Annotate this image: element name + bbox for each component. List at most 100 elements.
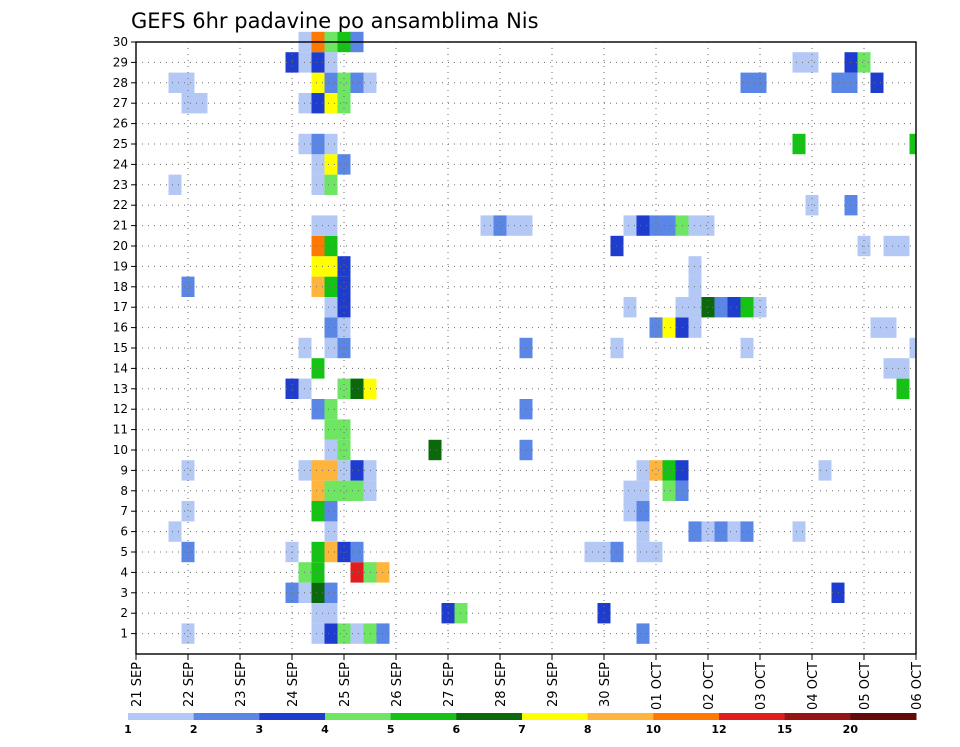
heatmap-cell bbox=[870, 317, 884, 338]
y-tick-label: 19 bbox=[113, 259, 128, 273]
heatmap-cell bbox=[714, 297, 728, 318]
heatmap-cell bbox=[506, 215, 520, 236]
heatmap-cell bbox=[662, 460, 676, 481]
legend-label: 15 bbox=[777, 723, 792, 736]
heatmap-cell bbox=[740, 521, 754, 542]
x-tick-label: 25 SEP bbox=[338, 662, 353, 707]
heatmap-cell bbox=[636, 623, 650, 644]
heatmap-cell bbox=[324, 276, 338, 297]
heatmap-cell bbox=[740, 297, 754, 318]
heatmap-cell bbox=[311, 235, 325, 257]
heatmap-cell bbox=[350, 623, 364, 644]
y-tick-label: 10 bbox=[113, 443, 128, 457]
heatmap-cell bbox=[740, 337, 754, 359]
legend-label: 8 bbox=[584, 723, 592, 736]
heatmap-cell bbox=[324, 603, 338, 624]
heatmap-cell bbox=[324, 297, 338, 318]
heatmap-cell bbox=[324, 174, 338, 195]
legend-swatch bbox=[259, 713, 326, 720]
heatmap-cell bbox=[311, 603, 325, 624]
heatmap-cell bbox=[623, 501, 637, 522]
heatmap-cell bbox=[168, 72, 182, 93]
y-tick-label: 22 bbox=[113, 198, 128, 212]
y-tick-label: 4 bbox=[120, 565, 128, 579]
y-tick-label: 18 bbox=[113, 280, 128, 294]
heatmap-cell bbox=[181, 276, 195, 297]
heatmap-cell bbox=[636, 480, 650, 501]
heatmap-cell bbox=[181, 501, 195, 522]
heatmap-cell bbox=[337, 154, 351, 175]
heatmap-cell bbox=[662, 215, 676, 236]
heatmap-cell bbox=[324, 541, 338, 563]
legend-label: 6 bbox=[453, 723, 461, 736]
heatmap-cell bbox=[857, 52, 871, 73]
x-tick-label: 23 SEP bbox=[234, 662, 249, 707]
heatmap-cell bbox=[311, 480, 325, 501]
legend-swatch bbox=[587, 713, 654, 720]
x-tick-label: 02 OCT bbox=[702, 662, 717, 710]
x-tick-label: 21 SEP bbox=[130, 662, 145, 707]
heatmap-cell bbox=[350, 378, 364, 399]
heatmap-cell bbox=[311, 154, 325, 175]
heatmap-cell bbox=[636, 541, 650, 563]
heatmap-cell bbox=[337, 276, 351, 297]
heatmap-cell bbox=[311, 174, 325, 195]
x-axis: 21 SEP 22 SEP 23 SEP 24 SEP 25 SEP 26 SEP 27 S… bbox=[130, 654, 925, 710]
heatmap-cell bbox=[896, 358, 910, 379]
heatmap-cell bbox=[350, 72, 364, 93]
y-tick-label: 1 bbox=[120, 627, 128, 641]
x-tick-label: 05 OCT bbox=[858, 662, 873, 710]
heatmap-cell bbox=[337, 623, 351, 644]
heatmap-cell bbox=[649, 460, 663, 481]
y-tick-label: 28 bbox=[113, 76, 128, 90]
y-axis: 1234567891011121314151617181920212223242… bbox=[113, 35, 136, 641]
heatmap-cell bbox=[337, 317, 351, 338]
y-tick-label: 29 bbox=[113, 55, 128, 69]
heatmap-cell bbox=[805, 195, 819, 216]
heatmap-cell bbox=[324, 235, 338, 257]
heatmap-cell bbox=[701, 297, 715, 318]
legend-label: 3 bbox=[256, 723, 264, 736]
heatmap-cell bbox=[662, 480, 676, 501]
x-tick-label: 28 SEP bbox=[494, 662, 509, 707]
y-tick-label: 30 bbox=[113, 35, 128, 49]
heatmap-cell bbox=[350, 460, 364, 481]
heatmap-cell bbox=[181, 72, 195, 93]
heatmap-cell bbox=[883, 235, 897, 257]
heatmap-cell bbox=[311, 541, 325, 563]
legend-label: 4 bbox=[321, 723, 329, 736]
y-tick-label: 27 bbox=[113, 96, 128, 110]
legend-swatch bbox=[325, 713, 392, 720]
x-tick-label: 29 SEP bbox=[546, 662, 561, 707]
heatmap-cell bbox=[311, 215, 325, 236]
heatmap-cell bbox=[636, 460, 650, 481]
heatmap-cell bbox=[324, 623, 338, 644]
heatmap-cell bbox=[727, 297, 741, 318]
y-tick-label: 6 bbox=[120, 525, 128, 539]
legend-swatch bbox=[128, 713, 195, 720]
heatmap-cell bbox=[701, 521, 715, 542]
heatmap-cell bbox=[324, 133, 338, 155]
legend-label: 10 bbox=[646, 723, 662, 736]
heatmap-cell bbox=[636, 521, 650, 542]
heatmap-cell bbox=[311, 460, 325, 481]
y-tick-label: 8 bbox=[120, 484, 128, 498]
heatmap-cell bbox=[623, 215, 637, 236]
heatmap-cell bbox=[311, 133, 325, 155]
y-tick-label: 23 bbox=[113, 178, 128, 192]
legend-swatch bbox=[522, 713, 589, 720]
y-tick-label: 15 bbox=[113, 341, 128, 355]
chart-title: GEFS 6hr padavine po ansamblima Nis bbox=[131, 9, 539, 33]
x-tick-label: 06 OCT bbox=[910, 662, 925, 710]
heatmap-cell bbox=[636, 215, 650, 236]
x-tick-label: 01 OCT bbox=[650, 662, 665, 710]
heatmap-cell bbox=[337, 72, 351, 93]
y-tick-label: 9 bbox=[120, 463, 128, 477]
x-tick-label: 04 OCT bbox=[806, 662, 821, 710]
y-tick-label: 2 bbox=[120, 606, 128, 620]
heatmap-cell bbox=[324, 154, 338, 175]
legend-label: 7 bbox=[518, 723, 526, 736]
legend-label: 20 bbox=[843, 723, 859, 736]
heatmap-cell bbox=[350, 562, 364, 583]
